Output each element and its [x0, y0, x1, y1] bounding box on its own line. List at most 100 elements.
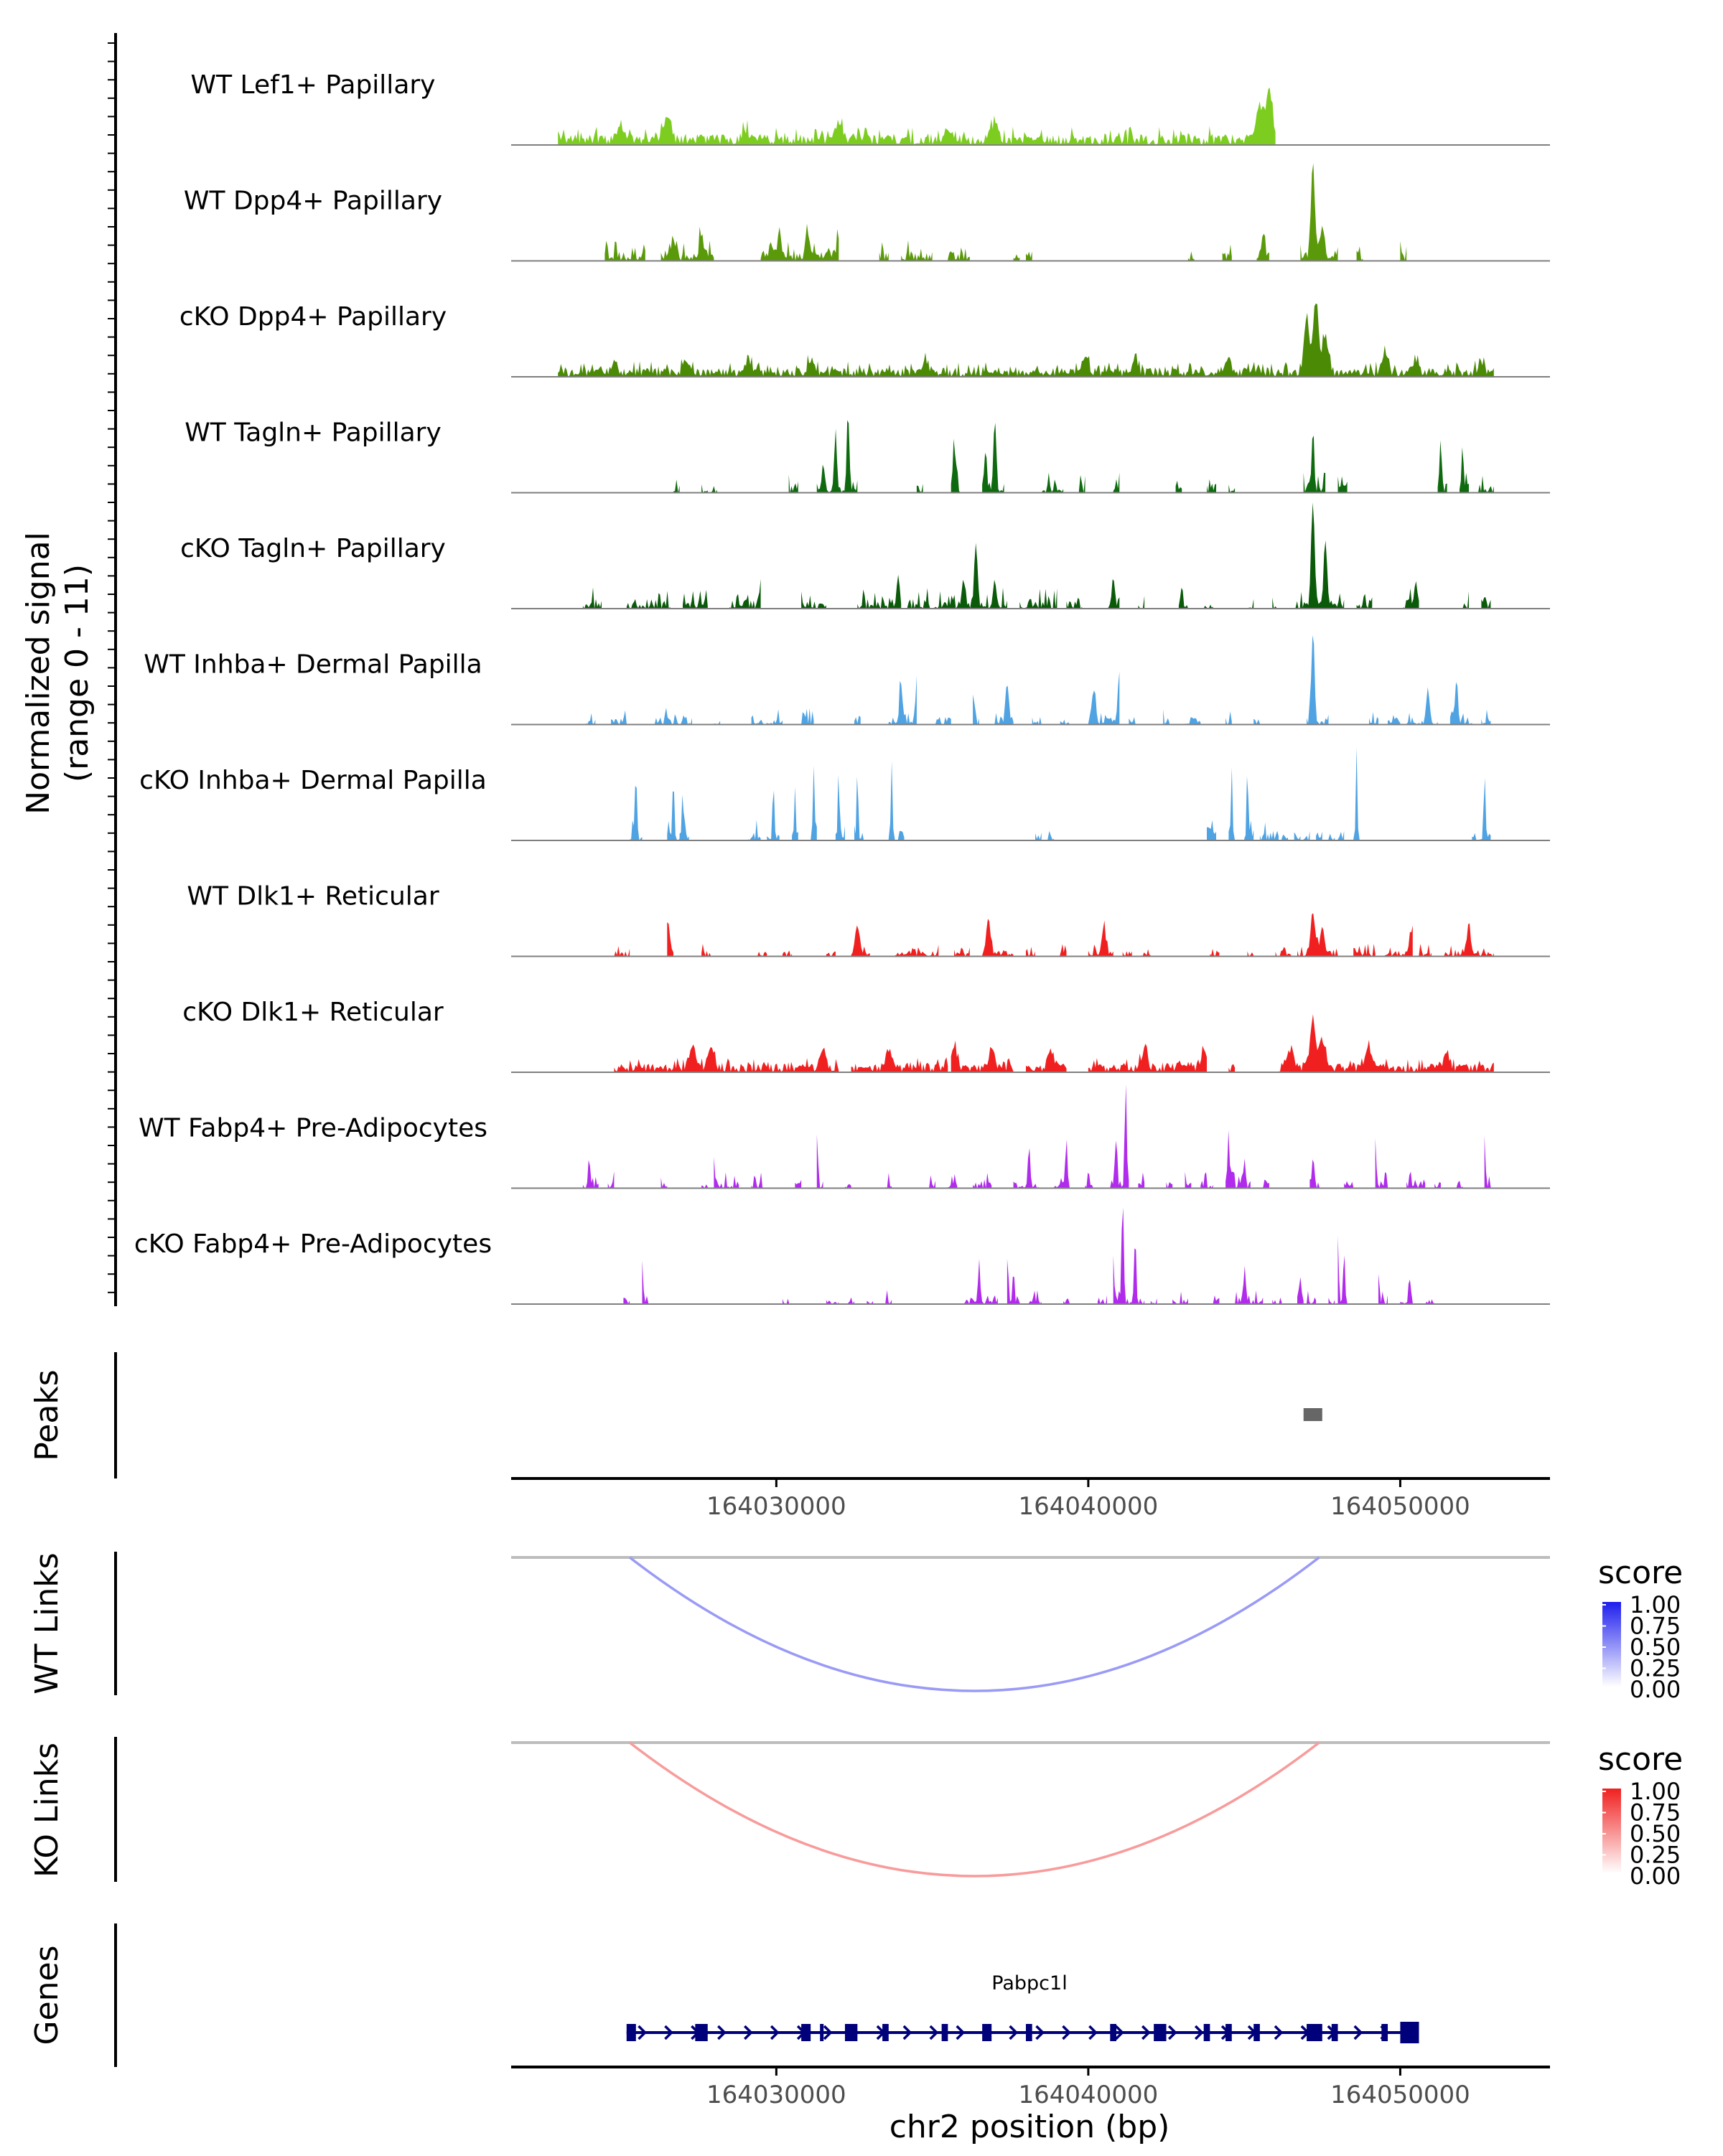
coverage-signal	[1026, 251, 1032, 261]
coverage-signal	[1207, 820, 1216, 840]
coverage-signal	[1178, 588, 1188, 609]
track-label: cKO Dlk1+ Reticular	[182, 998, 444, 1027]
coverage-signal	[1088, 1044, 1207, 1072]
coverage-track: WT Fabp4+ Pre-Adipocytes	[139, 1084, 1550, 1189]
coverage-signal	[757, 952, 767, 957]
coverage-signal	[1456, 1181, 1463, 1189]
coverage-signal	[1375, 1138, 1388, 1189]
coverage-signal	[929, 1175, 935, 1189]
coverage-signal	[1297, 913, 1338, 957]
coverage-signal	[1253, 718, 1260, 725]
coverage-signal	[1088, 920, 1113, 957]
coverage-track: cKO Dlk1+ Reticular	[182, 998, 1550, 1073]
ko-links-y-label: KO Links	[29, 1743, 65, 1878]
coverage-signal	[783, 950, 793, 957]
gene-exon	[1154, 2024, 1167, 2041]
gene-exon	[1400, 2022, 1419, 2043]
coverage-signal	[1063, 1298, 1070, 1304]
coverage-signal	[683, 589, 708, 609]
coverage-signal	[1449, 682, 1472, 725]
link-arc	[629, 1741, 1320, 1878]
x-axis-label: chr2 position (bp)	[889, 2109, 1170, 2145]
genes-panel: Genes Pabpc1l 164030000 164040000 16405000…	[29, 1923, 1550, 2145]
track-label: WT Dlk1+ Reticular	[187, 882, 439, 911]
coverage-signal	[1272, 597, 1279, 609]
strand-arrow	[744, 2025, 753, 2040]
coverage-signal	[1353, 943, 1376, 957]
coverage-signal	[1275, 947, 1292, 957]
peaks-x-tick-label: 164030000	[706, 1492, 846, 1521]
coverage-signal	[1054, 1139, 1070, 1189]
coverage-signal	[729, 578, 761, 609]
peaks-y-label: Peaks	[29, 1369, 65, 1461]
coverage-signal	[1353, 747, 1360, 840]
coverage-signal	[826, 951, 836, 957]
wt-legend-ticks: 1.000.750.500.250.00	[1602, 1591, 1681, 1703]
coverage-signal	[795, 1179, 802, 1189]
coverage-signal	[1007, 1259, 1023, 1304]
coverage-signal	[1356, 246, 1363, 261]
coverage-signal	[614, 946, 630, 957]
coverage-signal	[907, 543, 1007, 609]
coverage-signal	[801, 708, 814, 725]
coverage-signal	[1185, 717, 1201, 725]
coverage-signal	[1272, 1298, 1282, 1304]
coverage-signal	[1203, 604, 1213, 609]
link-arc	[629, 1556, 1320, 1692]
coverage-signal	[1484, 1135, 1491, 1189]
coverage-signal	[1369, 711, 1378, 725]
gene-exon	[1253, 2024, 1260, 2041]
coverage-signal	[1460, 447, 1469, 493]
coverage-signal	[1097, 1295, 1107, 1304]
gene-exon	[1110, 2024, 1116, 2041]
coverage-signal	[857, 574, 902, 609]
coverage-signal	[1400, 241, 1407, 261]
coverage-signal	[916, 484, 923, 493]
coverage-signal	[1337, 476, 1348, 493]
track-label: WT Fabp4+ Pre-Adipocytes	[139, 1114, 487, 1143]
track-label: WT Tagln+ Papillary	[185, 418, 442, 448]
gene-exon	[820, 2024, 824, 2041]
strand-arrow	[717, 2025, 727, 2040]
coverage-track: WT Lef1+ Papillary	[191, 70, 1550, 146]
genes-x-ticks: 164030000 164040000 164050000	[706, 2067, 1470, 2109]
gene-exon	[1203, 2024, 1210, 2041]
coverage-signal	[1403, 581, 1419, 609]
strand-arrow	[823, 2025, 833, 2040]
coverage-signal	[1066, 598, 1083, 609]
coverage-signal	[888, 761, 895, 840]
coverage-signal	[673, 479, 680, 493]
coverage-signal	[1281, 834, 1288, 840]
strand-arrow	[638, 2025, 647, 2040]
strand-arrow	[1115, 2025, 1124, 2040]
coverage-signal	[767, 790, 780, 840]
coverage-signal	[1029, 1290, 1042, 1304]
legend-tick-label: 1.00	[1630, 1591, 1681, 1618]
coverage-track: WT Dlk1+ Reticular	[187, 882, 1550, 957]
coverage-signal	[854, 777, 864, 840]
ko-links-arcs	[629, 1741, 1320, 1878]
coverage-signal	[982, 919, 1014, 957]
coverage-signal	[1200, 1172, 1213, 1189]
coverage-panel: Normalized signal (range 0 - 11) WT Lef1…	[20, 33, 1550, 1306]
coverage-signal	[1307, 635, 1329, 725]
coverage-signal	[1303, 435, 1326, 493]
coverage-signal	[751, 1172, 764, 1189]
coverage-signal	[1185, 1171, 1192, 1189]
gene-exon	[844, 2024, 858, 2041]
coverage-signal	[948, 247, 970, 261]
coverage-signal	[1316, 831, 1322, 840]
coverage-signal	[1247, 599, 1254, 609]
coverage-signal	[1032, 716, 1042, 725]
coverage-tracks: WT Lef1+ Papillary WT Dpp4+ Papillary cKO …	[134, 70, 1550, 1305]
coverage-signal	[1110, 1084, 1129, 1189]
peaks-marks	[1303, 1408, 1322, 1421]
coverage-signal	[982, 423, 1004, 493]
genes-y-label: Genes	[29, 1945, 65, 2045]
gene-exon	[695, 2024, 708, 2041]
coverage-signal	[1406, 687, 1438, 725]
coverage-signal	[816, 1134, 823, 1189]
coverage-signal	[1388, 715, 1401, 725]
coverage-signal	[1228, 1064, 1236, 1072]
